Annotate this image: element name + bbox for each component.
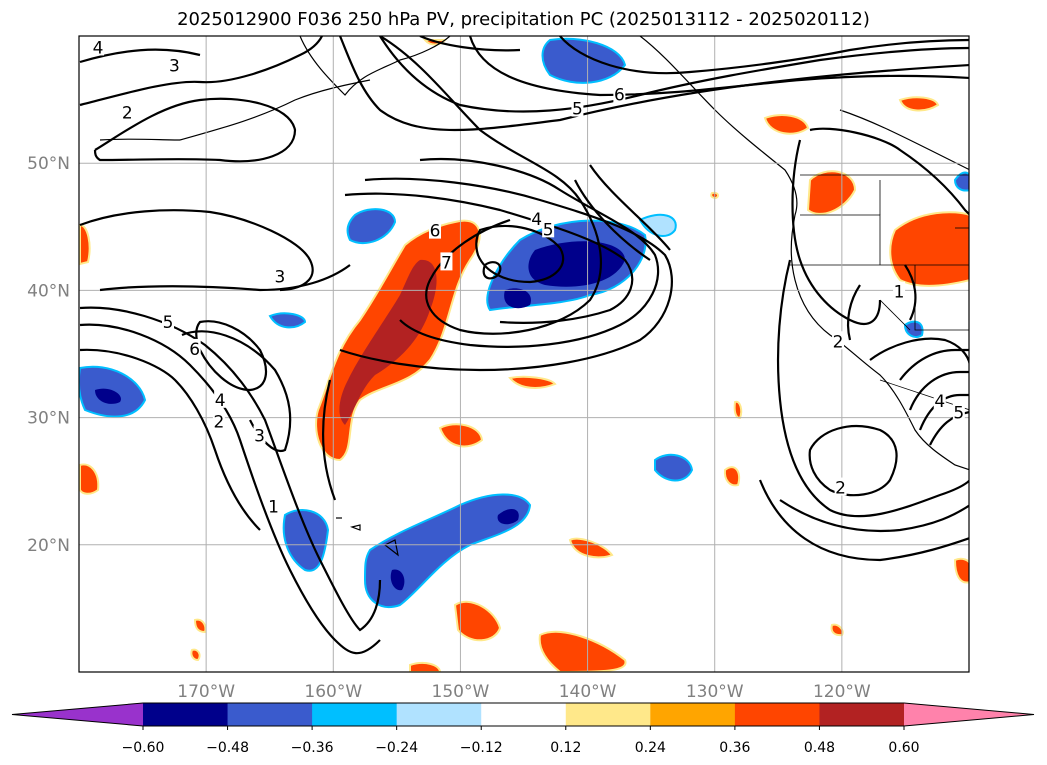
colorbar-tick-label: −0.48	[206, 740, 249, 756]
contour-label: 5	[953, 404, 964, 424]
colorbar-tick-label: 0.24	[635, 740, 666, 756]
lat-tick-label: 30°N	[27, 409, 70, 429]
colorbar-tick-label: −0.12	[460, 740, 503, 756]
contour-label-bg	[933, 391, 946, 410]
contour-label-bg	[212, 411, 225, 430]
contour-label: 3	[274, 267, 285, 287]
contour-label-bg	[214, 389, 227, 408]
map-frame	[78, 35, 970, 673]
contour-label-bg	[162, 312, 174, 331]
longitude-labels: 170°W 160°W 150°W 140°W 130°W 120°W	[177, 682, 871, 702]
lon-tick-label: 150°W	[432, 682, 490, 702]
contour-label: 4	[531, 210, 542, 230]
pv-contours	[79, 36, 969, 655]
lon-tick-label: 160°W	[304, 682, 362, 702]
contour-label: 7	[441, 253, 452, 273]
colorbar-bin	[650, 703, 736, 726]
contour-label: 1	[894, 283, 905, 303]
colorbar-tick-label: 0.12	[550, 740, 581, 756]
contour-label-bg	[92, 37, 105, 56]
colorbar-tick-label: −0.24	[375, 740, 418, 756]
colorbar-bin	[312, 703, 398, 726]
contour-label: 1	[268, 498, 279, 518]
contour-label-bg	[429, 220, 441, 239]
colorbar-bin	[227, 703, 313, 726]
lat-tick-label: 40°N	[27, 281, 70, 301]
colorbar-bin	[565, 703, 651, 726]
map-title: 2025012900 F036 250 hPa PV, precipitatio…	[177, 9, 870, 30]
contour-label: 3	[254, 426, 265, 446]
colorbar: −0.60 −0.48 −0.36 −0.24 −0.12 0.12 0.24 0.36 0.4…	[11, 702, 1035, 756]
colorbar-bin	[396, 703, 482, 726]
contour-label: 5	[572, 100, 583, 120]
contour-label-bg	[253, 425, 266, 444]
coastlines	[99, 36, 969, 471]
colorbar-bin	[734, 703, 820, 726]
colorbar-tick-label: −0.36	[291, 740, 334, 756]
colorbar-bin	[481, 703, 567, 726]
contour-label: 3	[169, 56, 180, 76]
lon-tick-label: 170°W	[177, 682, 235, 702]
contour-label: 2	[213, 412, 224, 432]
contour-label: 4	[215, 391, 226, 411]
contour-label: 4	[934, 392, 945, 412]
colorbar-bin	[143, 703, 229, 726]
colorbar-extend-low	[12, 703, 143, 726]
hawaii-islands	[336, 517, 399, 557]
contour-label-bg	[832, 331, 845, 350]
colorbar-tick-label: 0.48	[804, 740, 835, 756]
contour-label-bg	[613, 84, 626, 103]
colorbar-bin	[819, 703, 905, 726]
positive-precip-shading	[79, 39, 969, 672]
contour-label-bg	[893, 281, 906, 300]
contour-label: 2	[833, 332, 844, 352]
contour-label: 6	[430, 222, 441, 242]
lat-tick-label: 20°N	[27, 536, 70, 556]
contour-label-bg	[121, 102, 134, 121]
latitude-labels: 50°N 40°N 30°N 20°N	[27, 154, 70, 556]
lon-tick-label: 140°W	[559, 682, 617, 702]
colorbar-tick-label: 0.36	[719, 740, 750, 756]
contour-label: 5	[163, 313, 174, 333]
lon-tick-label: 130°W	[686, 682, 744, 702]
contour-label-bg	[542, 219, 555, 238]
lon-tick-label: 120°W	[813, 682, 871, 702]
contour-label-bg	[952, 402, 965, 421]
map-gridlines	[79, 36, 969, 672]
contour-label: 5	[543, 220, 554, 240]
contour-label-bg	[530, 209, 543, 228]
contour-label-bg	[834, 477, 847, 496]
contour-label-bg	[571, 98, 584, 117]
contour-label-bg	[168, 55, 181, 74]
contour-label: 4	[93, 38, 104, 58]
contour-label: 2	[835, 479, 846, 499]
contour-label-bg	[267, 496, 280, 515]
colorbar-extend-high	[904, 703, 1034, 726]
contour-label: 6	[614, 86, 625, 106]
colorbar-tick-label: 0.60	[888, 740, 919, 756]
contour-label-bg	[440, 252, 453, 271]
contour-label-bg	[188, 338, 201, 357]
colorbar-tick-label: −0.60	[122, 740, 165, 756]
contour-label: 6	[189, 340, 200, 360]
contour-label-bg	[273, 266, 286, 285]
contour-label: 2	[122, 103, 133, 123]
lat-tick-label: 50°N	[27, 154, 70, 174]
